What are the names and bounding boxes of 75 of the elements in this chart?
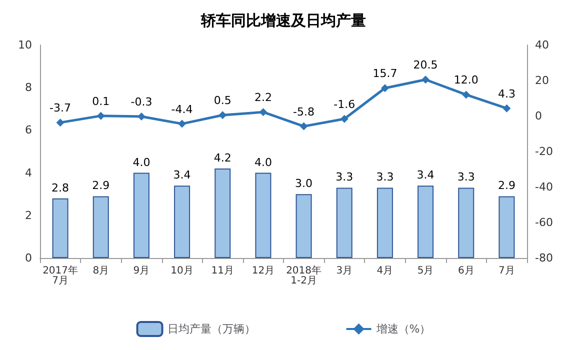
point [218, 111, 227, 120]
x-tick-label: 2017年 7月 [42, 264, 78, 286]
bar [214, 168, 231, 258]
x-tick-label: 7月 [498, 266, 515, 276]
bar [133, 172, 150, 258]
x-tick-label: 4月 [376, 266, 394, 276]
y2-tick-label: 40 [535, 38, 549, 52]
data-label: 2.8 [52, 181, 70, 194]
y2-tick-label: -20 [535, 145, 553, 158]
data-label: 3.0 [295, 177, 313, 190]
x-tick-label: 2018年 1-2月 [286, 264, 322, 286]
x-tick-label: 5月 [417, 266, 434, 276]
legend-label: 日均产量（万辆） [167, 322, 256, 336]
x-tick-label: 8月 [92, 266, 110, 276]
data-label: 2.2 [254, 91, 272, 104]
point [300, 122, 308, 130]
x-tick-label: 12月 [252, 266, 275, 276]
y-tick-label: 2 [25, 208, 32, 222]
y2-tick-label: -60 [535, 216, 553, 229]
data-label: -1.6 [334, 98, 356, 111]
data-label: 20.5 [413, 58, 438, 72]
bar [92, 196, 109, 258]
data-label: 2.9 [498, 179, 516, 192]
bar [418, 186, 434, 258]
data-label: 0.5 [214, 94, 232, 108]
data-label: 2.9 [92, 179, 110, 192]
data-label: 4.3 [498, 87, 516, 100]
bar [376, 188, 393, 258]
point [502, 104, 511, 112]
y2-tick-label: 0 [535, 110, 542, 122]
data-label: 0.1 [92, 94, 110, 108]
data-label: 3.3 [376, 170, 394, 184]
data-label: -4.4 [171, 102, 193, 116]
data-label: 3.3 [457, 170, 475, 184]
point [340, 114, 348, 123]
y2-tick-label: 20 [535, 74, 549, 87]
bar [52, 198, 68, 258]
data-label: -5.8 [293, 105, 315, 118]
point [56, 118, 64, 127]
bar [296, 194, 312, 258]
bar [255, 172, 272, 258]
point [380, 84, 389, 92]
x-tick-label: 10月 [170, 266, 194, 276]
data-label: 4.0 [132, 156, 150, 169]
bar [336, 188, 352, 258]
data-label: 3.3 [336, 170, 354, 184]
point [96, 112, 105, 120]
data-label: 12.0 [454, 74, 478, 87]
chart-title: 轿车同比增速及日均产量 [200, 12, 366, 30]
data-label: 3.4 [173, 168, 191, 182]
y-tick-label: 10 [18, 38, 32, 52]
data-label: 15.7 [372, 67, 398, 80]
data-label: 3.4 [416, 168, 434, 182]
y-tick-label: 6 [25, 124, 32, 137]
y2-tick-label: -40 [535, 180, 553, 194]
point [178, 120, 186, 128]
data-label: -3.7 [50, 102, 72, 115]
x-tick-label: 9月 [133, 266, 150, 276]
x-tick-label: 3月 [336, 266, 353, 276]
point [462, 90, 470, 99]
data-label: 4.2 [214, 152, 232, 165]
data-label: -0.3 [130, 96, 152, 109]
data-label: 4.0 [254, 156, 272, 169]
y-tick-label: 8 [25, 81, 32, 94]
x-tick-label: 6月 [458, 266, 474, 276]
bar [458, 188, 474, 258]
point [422, 76, 430, 84]
bar [174, 186, 190, 258]
point [259, 108, 268, 116]
bar [498, 196, 515, 258]
y2-tick-label: -80 [535, 252, 553, 264]
y-tick-label: 4 [25, 166, 32, 180]
y-tick-label: 0 [25, 252, 32, 264]
legend-label: 增速（%） [375, 322, 431, 336]
x-tick-label: 11月 [211, 266, 234, 276]
